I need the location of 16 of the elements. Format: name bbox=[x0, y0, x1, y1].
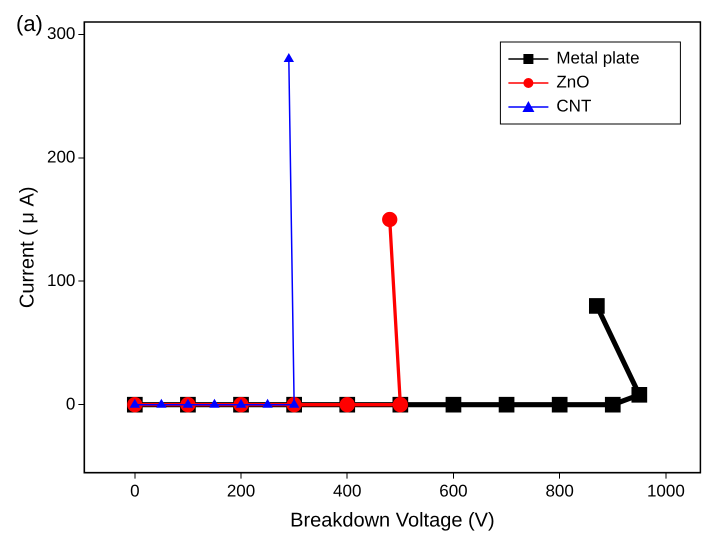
legend-label: ZnO bbox=[556, 72, 590, 92]
y-tick-label: 100 bbox=[46, 270, 76, 290]
x-tick-label: 0 bbox=[130, 481, 140, 500]
x-tick-label: 800 bbox=[545, 481, 574, 500]
y-tick-label: 0 bbox=[66, 394, 76, 414]
x-tick-label: 400 bbox=[333, 481, 362, 500]
text: (a) bbox=[16, 11, 43, 36]
x-tick-label: 200 bbox=[226, 481, 256, 500]
x-tick-label: 1000 bbox=[646, 481, 685, 500]
x-tick-label: 600 bbox=[439, 481, 468, 500]
y-tick-label: 300 bbox=[46, 24, 76, 44]
legend-label: Metal plate bbox=[556, 48, 640, 68]
y-tick-label: 200 bbox=[46, 147, 76, 166]
y-axis-title: Current ( μ A) bbox=[16, 186, 39, 308]
x-axis-title: Breakdown Voltage (V) bbox=[290, 510, 495, 532]
legend-label: CNT bbox=[556, 96, 592, 116]
